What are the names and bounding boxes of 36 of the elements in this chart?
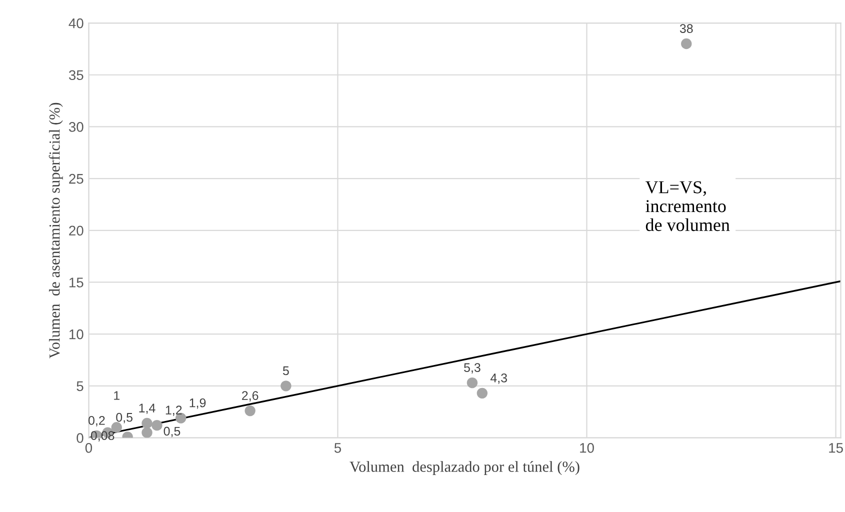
- x-tick-label: 0: [85, 442, 92, 453]
- data-label: 1: [114, 391, 120, 400]
- y-axis-title: Volumen de asentamiento superficial (%): [48, 102, 63, 358]
- x-tick-label: 15: [829, 443, 843, 453]
- y-tick-label: 15: [69, 278, 84, 288]
- y-tick-label: 25: [69, 174, 84, 184]
- point: [466, 377, 478, 388]
- point: [142, 418, 152, 429]
- point: [152, 420, 162, 431]
- data-label: 1,9: [190, 398, 206, 409]
- data-label: 5: [282, 366, 289, 376]
- data-label: 38: [680, 24, 693, 33]
- y-tick-label: 10: [69, 329, 84, 340]
- data-label: 4,3: [490, 374, 507, 384]
- data-label: 0,5: [164, 426, 180, 438]
- point: [142, 427, 152, 438]
- data-label: 2,6: [242, 391, 258, 402]
- point: [280, 380, 292, 392]
- y-tick-label: 35: [68, 70, 84, 80]
- data-label: 5,3: [464, 363, 480, 374]
- data-label: 1,2: [166, 406, 182, 416]
- point: [244, 405, 256, 416]
- data-label: 1,4: [139, 404, 156, 414]
- annotation: VL=VS, incremento de volumen: [645, 181, 730, 232]
- y-tick-label: 5: [76, 381, 84, 392]
- y-tick-label: 40: [68, 18, 84, 28]
- y-tick-label: 0: [76, 433, 84, 443]
- y-tick-label: 30: [68, 122, 84, 132]
- x-tick-label: 10: [580, 442, 594, 453]
- data-label: 0,5: [116, 412, 132, 424]
- x-axis-title: Volumen desplazado por el túnel (%): [350, 461, 580, 475]
- y-tick-label: 20: [69, 226, 84, 236]
- point: [476, 388, 488, 399]
- data-label: 0,2: [88, 416, 105, 426]
- point: [681, 38, 692, 50]
- x-tick-label: 5: [334, 443, 342, 453]
